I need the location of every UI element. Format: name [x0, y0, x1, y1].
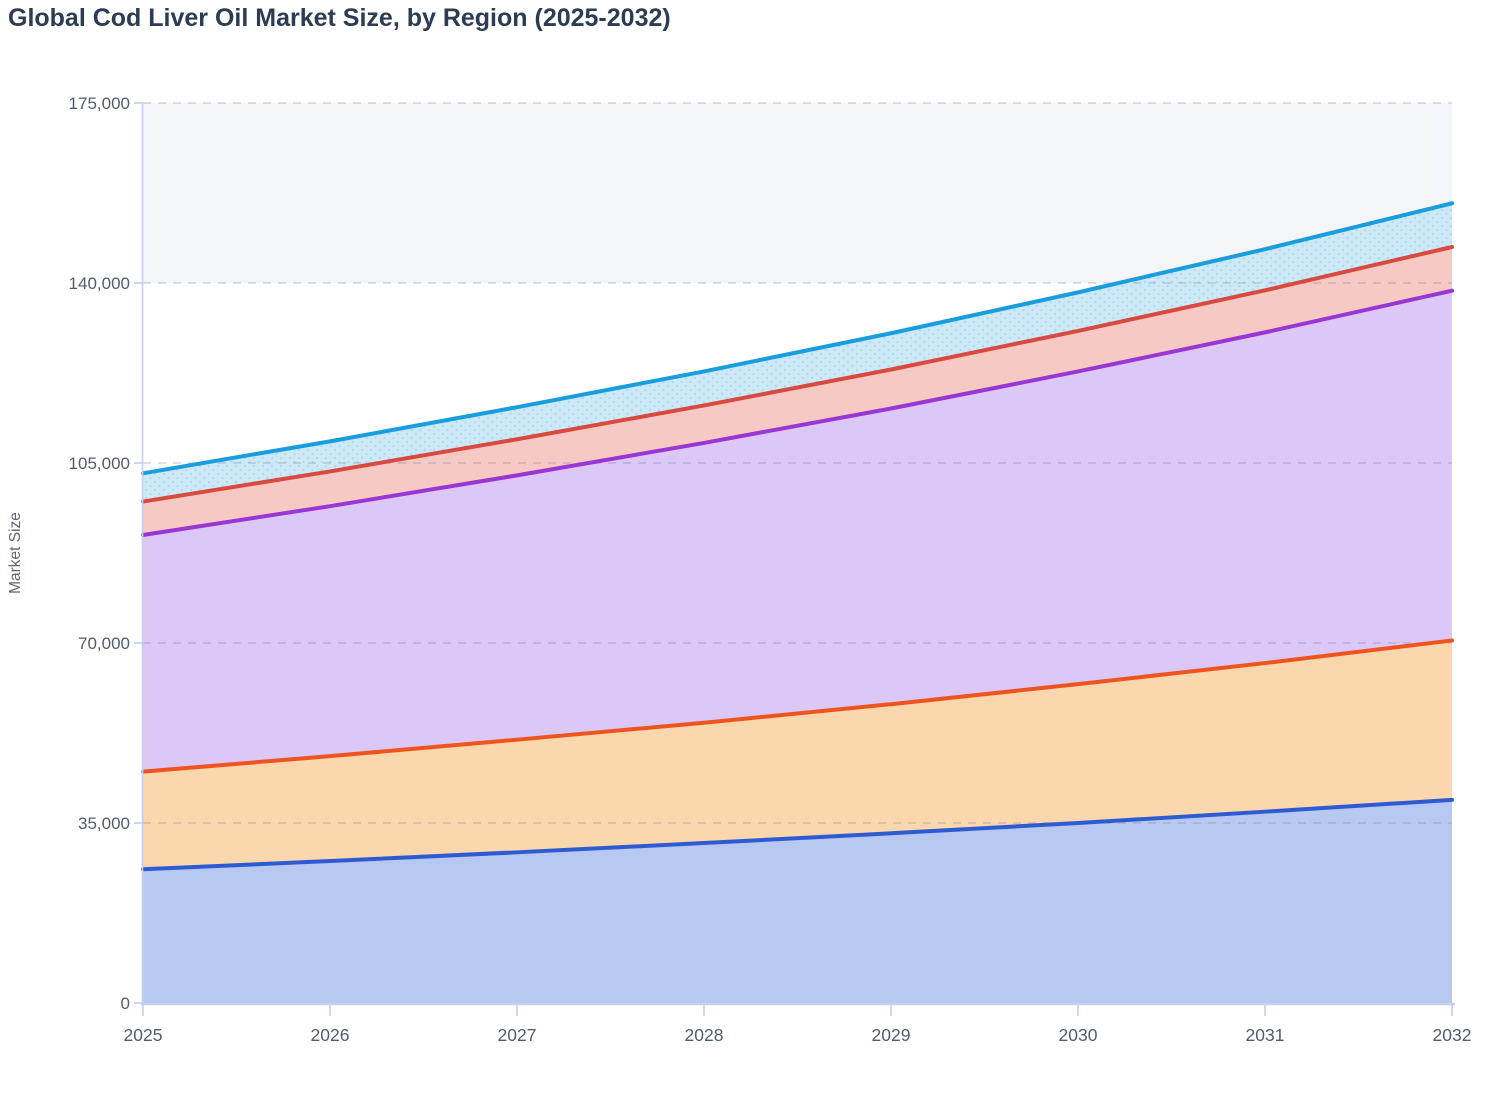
- y-tick-label-35,000: 35,000: [78, 814, 130, 833]
- series-line-2: [141, 638, 1454, 774]
- x-tick-label-2030: 2030: [1059, 1025, 1098, 1045]
- chart-title: Global Cod Liver Oil Market Size, by Reg…: [8, 4, 671, 32]
- series-line-1: [141, 797, 1454, 872]
- y-tick-label-0: 0: [121, 994, 130, 1013]
- area-4: [143, 247, 1452, 535]
- y-tick-label-175,000: 175,000: [69, 94, 130, 113]
- x-tick-label-2025: 2025: [124, 1025, 163, 1045]
- series-line-4: [141, 245, 1454, 504]
- area-1: [143, 799, 1452, 1003]
- y-axis-title: Market Size: [7, 512, 24, 594]
- x-tick-label-2027: 2027: [498, 1025, 537, 1045]
- x-tick-label-2032: 2032: [1433, 1025, 1472, 1045]
- plot-background-band: [143, 103, 1452, 283]
- x-tick-label-2026: 2026: [311, 1025, 350, 1045]
- area-2: [143, 640, 1452, 870]
- series-line-5: [141, 201, 1454, 476]
- y-tick-label-140,000: 140,000: [69, 274, 130, 293]
- area-3: [143, 290, 1452, 772]
- x-tick-label-2031: 2031: [1246, 1025, 1285, 1045]
- series-line-3: [141, 288, 1454, 537]
- x-tick-label-2028: 2028: [685, 1025, 724, 1045]
- y-tick-label-105,000: 105,000: [69, 454, 130, 473]
- x-tick-label-2029: 2029: [872, 1025, 911, 1045]
- y-tick-label-70,000: 70,000: [78, 634, 130, 653]
